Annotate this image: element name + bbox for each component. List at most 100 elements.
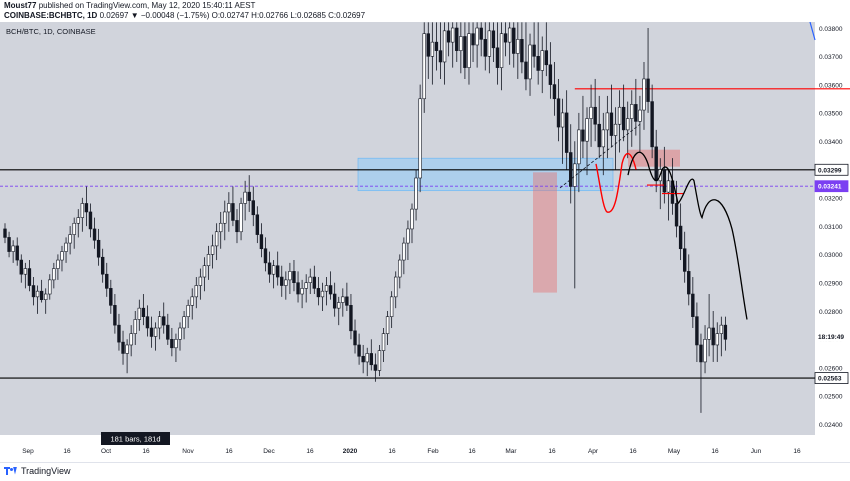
candle-body	[64, 242, 68, 252]
candlestick-chart[interactable]: BCH/BTC, 1D, COINBASE 0.03800 0.03700 0.03…	[0, 21, 850, 462]
candle-body	[560, 112, 565, 128]
candle-body	[646, 78, 650, 102]
candle	[650, 84, 654, 159]
candle	[369, 339, 373, 371]
candle	[105, 262, 109, 297]
y-tick-label: 0.03100	[819, 224, 843, 231]
candle-body	[251, 200, 255, 216]
candle-body	[178, 327, 182, 340]
candle-body	[398, 259, 402, 278]
candle	[577, 112, 581, 193]
candle	[198, 268, 203, 300]
candle-body	[324, 285, 329, 292]
candle-body	[275, 265, 280, 278]
y-tick-label: 0.02600	[819, 365, 843, 372]
candle-body	[544, 50, 549, 66]
candle-body	[577, 129, 581, 165]
candle	[219, 211, 223, 249]
candle-body	[434, 41, 439, 51]
candle-body	[231, 203, 235, 221]
candle-body	[491, 30, 496, 49]
candle-body	[109, 288, 113, 306]
candle	[202, 257, 207, 292]
candle-body	[100, 256, 105, 275]
candle-body	[182, 316, 186, 329]
candle-body	[19, 259, 23, 275]
candle	[162, 302, 166, 334]
candle	[479, 22, 483, 57]
candle	[133, 311, 137, 345]
candle	[84, 186, 89, 227]
candle-body	[626, 118, 630, 131]
candle	[337, 296, 341, 326]
candle-body	[499, 33, 504, 68]
candle	[15, 237, 19, 266]
price-label-text: 0.02563	[818, 376, 842, 383]
candle-body	[703, 338, 707, 363]
candle	[532, 22, 536, 68]
candle-body	[11, 245, 15, 252]
candle-body	[662, 169, 667, 193]
candle	[129, 325, 133, 357]
candle-body	[353, 330, 357, 346]
candle	[239, 197, 243, 241]
price-axis-background	[815, 22, 850, 462]
candle-body	[556, 98, 561, 128]
candle	[157, 311, 162, 340]
candle-body	[202, 265, 207, 278]
candle	[589, 84, 593, 147]
candle	[263, 237, 268, 272]
candle	[328, 271, 333, 300]
x-tick-label: 16	[388, 448, 396, 455]
candle-body	[516, 39, 520, 54]
candle-body	[617, 106, 622, 125]
candle-body	[198, 276, 203, 286]
candle-body	[532, 44, 536, 57]
candle	[703, 325, 707, 374]
candle-body	[467, 33, 471, 68]
candle	[674, 180, 679, 238]
x-tick-label: 16	[225, 448, 233, 455]
y-tick-label: 0.03700	[819, 54, 843, 61]
candle	[182, 311, 186, 340]
candle-body	[39, 290, 44, 300]
candle-body	[711, 327, 715, 346]
price-label-box	[814, 180, 849, 193]
candle	[275, 251, 280, 286]
candle-body	[105, 273, 109, 289]
candle	[361, 344, 365, 374]
candle-body	[206, 254, 211, 267]
price-axis[interactable]: 0.038000.037000.036000.035000.034000.033…	[814, 26, 849, 429]
candle-body	[426, 33, 430, 57]
candle	[121, 330, 125, 365]
candle-body	[133, 319, 137, 334]
candle	[194, 277, 198, 309]
candle	[174, 333, 178, 362]
red-projection-curve	[595, 152, 637, 213]
candle-body	[707, 327, 711, 340]
candle	[235, 209, 239, 244]
candle-body	[27, 268, 32, 286]
candle-body	[406, 228, 410, 244]
candle-body	[153, 327, 158, 337]
x-tick-label: Sep	[22, 448, 34, 455]
x-tick-label: 16	[548, 448, 556, 455]
ohlc-values: O:0.02747 H:0.02766 L:0.02685 C:0.02697	[211, 11, 366, 20]
y-tick-label: 0.03400	[819, 139, 843, 146]
publisher-name[interactable]: Moust77	[4, 1, 37, 10]
candle	[231, 186, 235, 227]
candle	[178, 322, 182, 351]
candle-body	[337, 302, 341, 309]
candle	[398, 254, 402, 289]
time-axis[interactable]: Sep 16 Oct 16 Nov 16 Dec 16 2020 16 Feb 16 Mar 16 Apr 1…	[22, 448, 801, 455]
tradingview-logo[interactable]: TradingView	[4, 466, 71, 476]
chart-area[interactable]: BCH/BTC, 1D, COINBASE 0.03800 0.03700 0.03…	[0, 21, 850, 462]
x-tick-label: Jun	[751, 448, 762, 455]
tradingview-logo-icon	[4, 466, 18, 476]
candle	[483, 22, 487, 71]
candle	[463, 22, 467, 79]
candle-body	[157, 316, 162, 329]
candle	[422, 22, 426, 113]
candle	[349, 294, 353, 340]
candle	[418, 84, 422, 193]
